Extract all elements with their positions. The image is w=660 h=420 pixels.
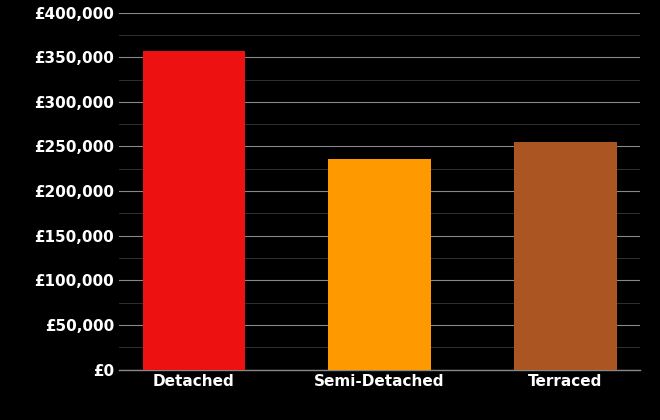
- Bar: [514, 142, 616, 370]
- Bar: [143, 51, 245, 370]
- Bar: [329, 159, 430, 370]
